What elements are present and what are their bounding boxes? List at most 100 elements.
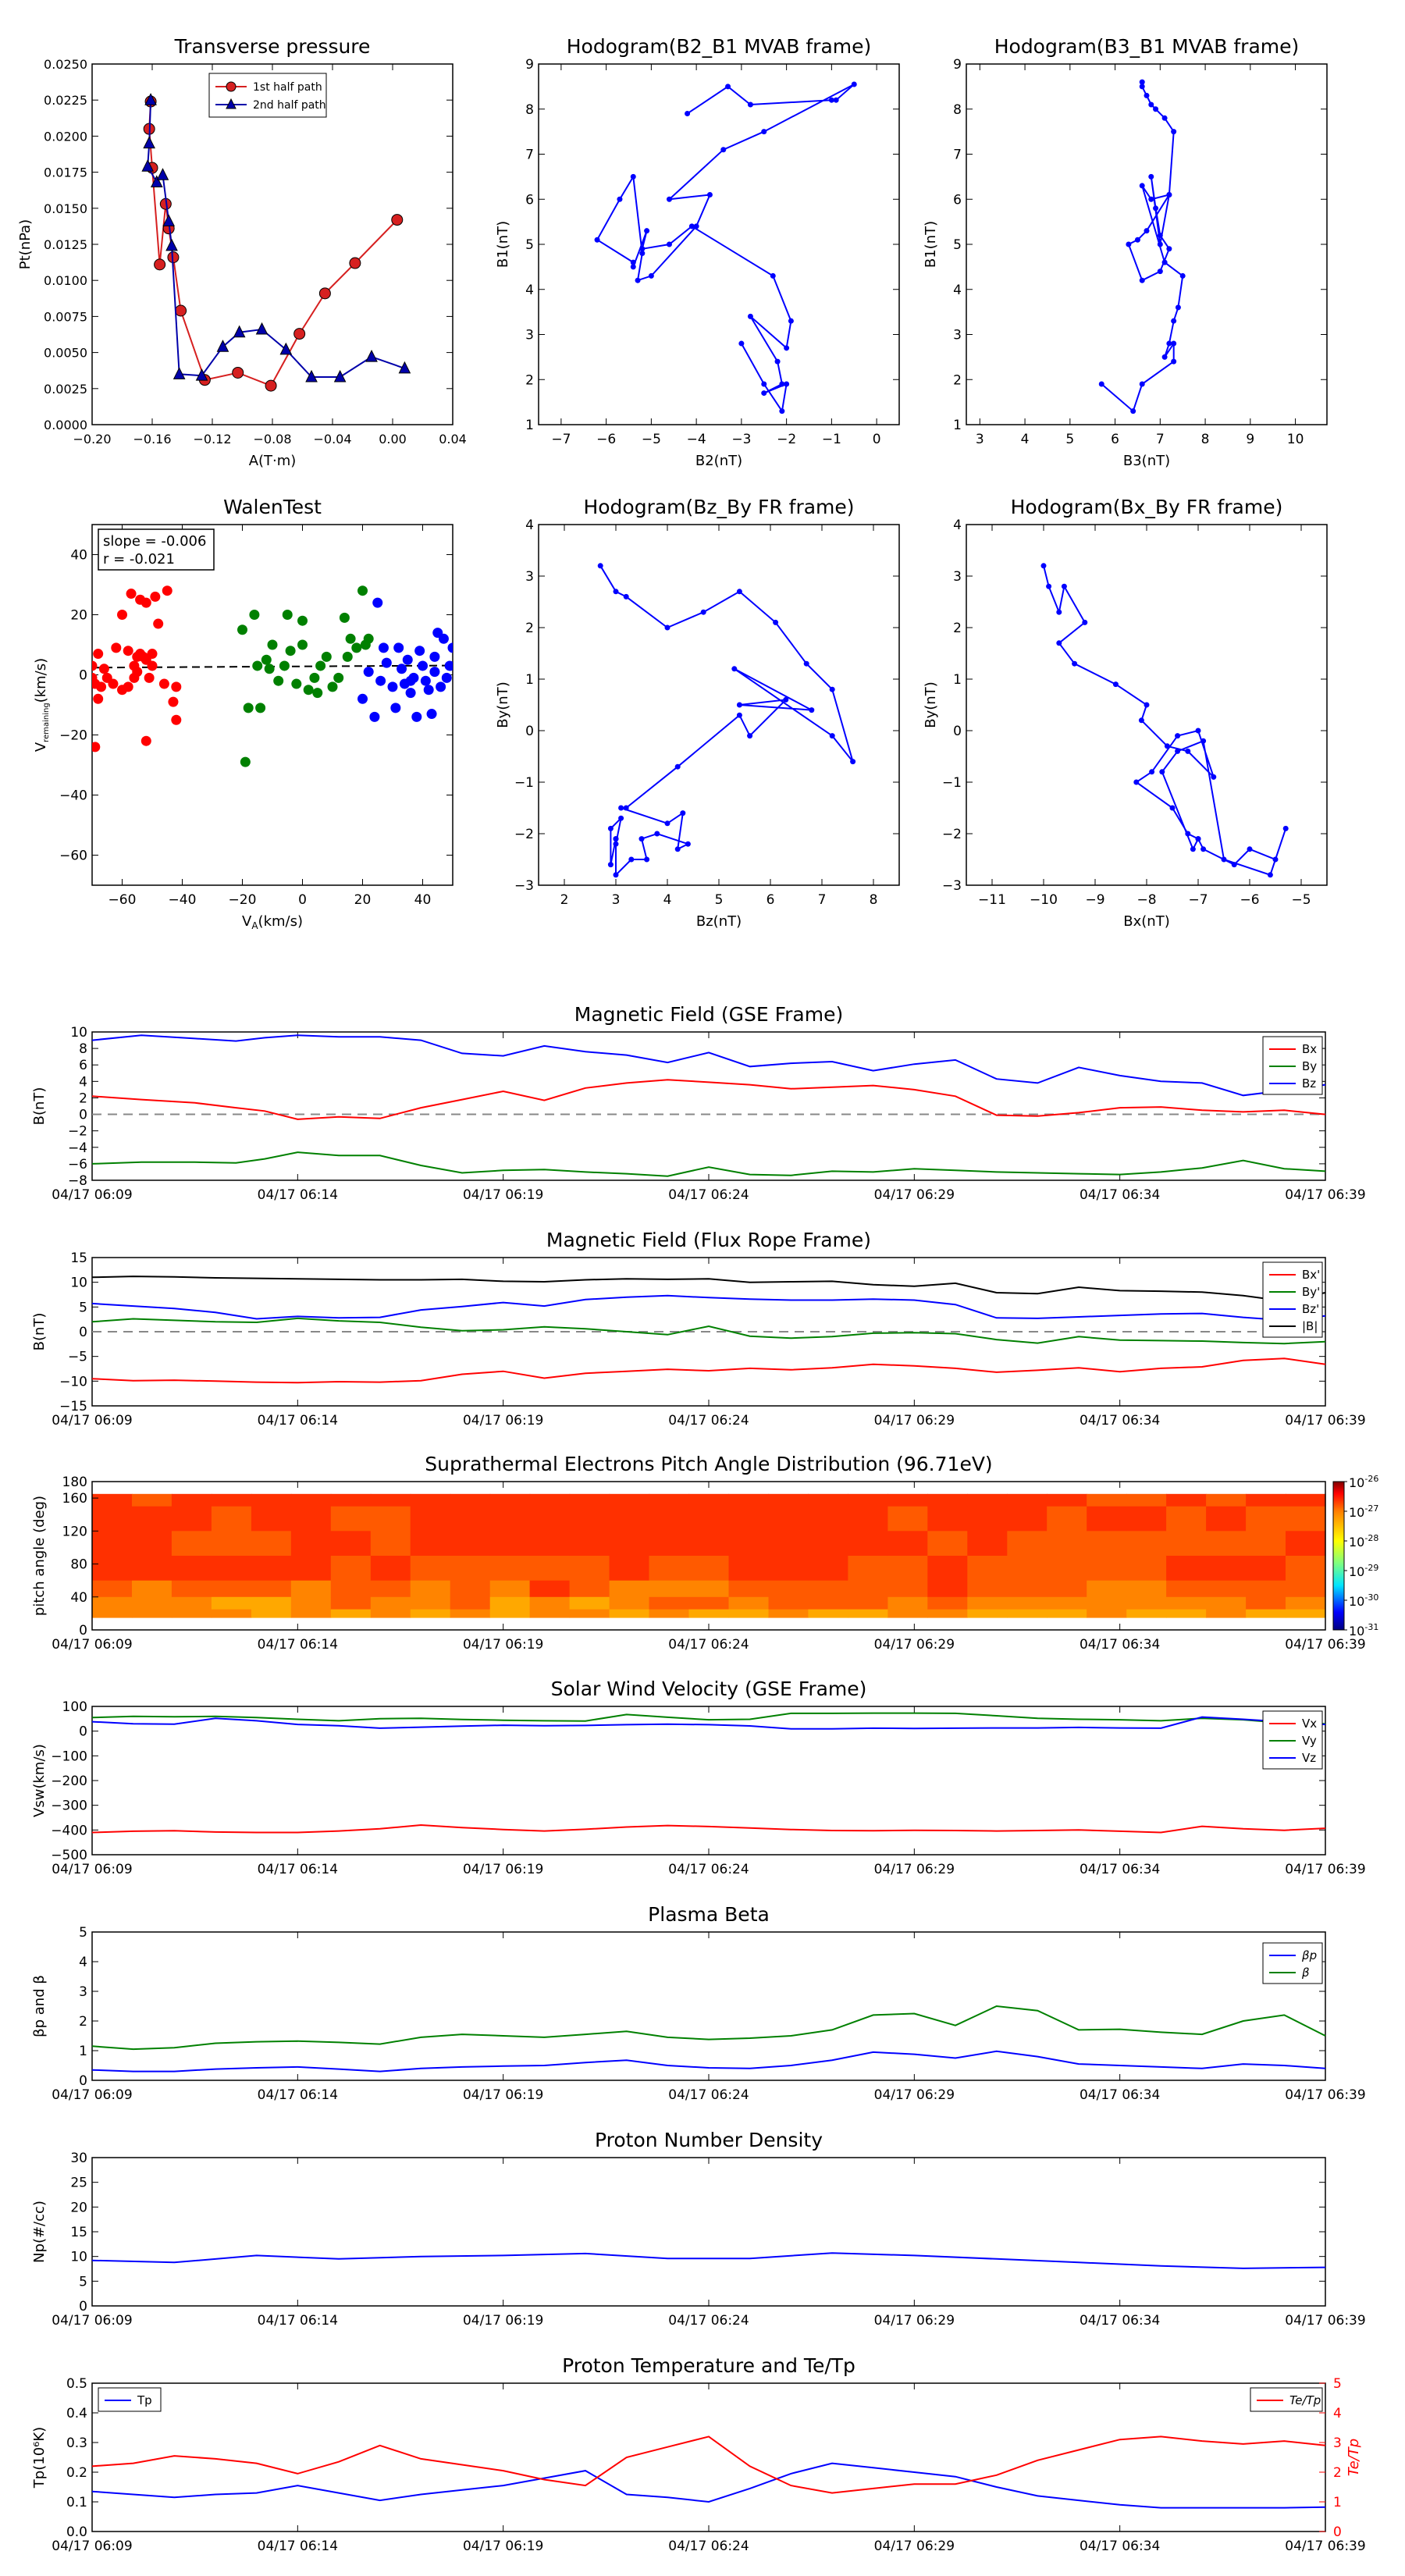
- data-point: [429, 651, 440, 662]
- time-tick-label: 04/17 06:39: [1285, 1187, 1365, 1203]
- heatmap-cell: [251, 1596, 292, 1610]
- data-point: [674, 846, 681, 852]
- data-point: [1139, 381, 1145, 387]
- heatmap-cell: [768, 1493, 809, 1507]
- data-point: [1179, 272, 1186, 279]
- data-point: [851, 81, 857, 87]
- time-tick-label: 04/17 06:09: [52, 1413, 132, 1429]
- y-tick-label: 100: [62, 1699, 87, 1715]
- data-point: [1272, 856, 1279, 863]
- heatmap-cell: [251, 1580, 292, 1598]
- y-tick-label: 2: [79, 1091, 87, 1106]
- heatmap-cell: [927, 1531, 968, 1557]
- time-tick-label: 04/17 06:39: [1285, 1413, 1365, 1429]
- data-point: [747, 733, 753, 739]
- y-tick-label: 1: [79, 2044, 87, 2059]
- y-tick-label: 180: [62, 1475, 87, 1490]
- heatmap-cell: [370, 1531, 411, 1557]
- heatmap-cell: [728, 1596, 770, 1610]
- data-point: [420, 675, 431, 686]
- heatmap-cell: [251, 1506, 292, 1532]
- time-tick-label: 04/17 06:24: [668, 1187, 749, 1203]
- y-tick-label: −40: [59, 788, 87, 804]
- time-tick-label: 04/17 06:14: [258, 1637, 338, 1653]
- y2-tick-label: 2: [1333, 2465, 1342, 2481]
- colorbar-label: 10-26: [1349, 1474, 1378, 1490]
- plot-frame: [91, 524, 454, 886]
- heatmap-cell: [1087, 1580, 1127, 1598]
- data-point: [357, 585, 368, 596]
- heatmap-cell: [330, 1580, 372, 1598]
- heatmap-cell: [450, 1596, 491, 1610]
- time-tick-label: 04/17 06:14: [258, 1862, 338, 1877]
- x-tick-label: −0.08: [253, 432, 291, 447]
- data-point: [111, 642, 122, 653]
- y-tick-label: 4: [79, 1955, 87, 1970]
- data-point: [171, 714, 182, 725]
- y-tick-label: 0: [79, 1108, 87, 1123]
- colorbar-exp: -31: [1364, 1622, 1378, 1632]
- heatmap-cell: [1286, 1556, 1326, 1582]
- y-axis-label-main: V: [33, 742, 49, 752]
- heatmap-cell: [728, 1493, 770, 1507]
- data-point: [438, 633, 449, 644]
- data-point: [321, 651, 332, 662]
- chart-title: Plasma Beta: [648, 1903, 770, 1926]
- plot-frame: [966, 63, 1328, 425]
- heatmap-cell: [1087, 1609, 1127, 1618]
- data-point: [390, 703, 401, 713]
- x-tick-label: −1: [822, 432, 841, 447]
- y-tick-label: 0.0: [66, 2524, 87, 2540]
- time-tick-label: 04/17 06:09: [52, 2087, 132, 2103]
- data-point: [342, 651, 353, 662]
- y-tick-label: 3: [953, 328, 962, 343]
- data-point: [1221, 856, 1227, 863]
- data-point: [357, 693, 368, 704]
- data-point: [318, 287, 331, 300]
- data-point: [153, 618, 164, 629]
- colorbar-exp: -30: [1364, 1592, 1378, 1603]
- plot-frame: [91, 63, 454, 425]
- y-tick-label: 15: [70, 1251, 87, 1266]
- chart-h3: Hodogram(Bz_By FR frame) 2 3 4 5 6 7 8 −3 −2 −1 0 1 2…: [495, 496, 900, 930]
- x-tick-label: 3: [612, 892, 621, 908]
- x-tick-label: 8: [870, 892, 878, 908]
- x-axis-label: B3(nT): [1123, 453, 1170, 469]
- data-point: [261, 654, 272, 665]
- data-point: [597, 563, 603, 569]
- y2-tick-label: 0: [1333, 2524, 1342, 2540]
- y-tick-label: 160: [62, 1491, 87, 1507]
- time-tick-label: 04/17 06:19: [463, 2539, 543, 2554]
- heatmap-cell: [450, 1609, 491, 1618]
- data-point: [1195, 836, 1201, 842]
- heatmap-cell: [330, 1506, 372, 1532]
- heatmap-cell: [489, 1609, 531, 1618]
- data-point: [375, 675, 386, 686]
- x-axis-label-sub: A: [251, 920, 258, 931]
- y-tick-label: 6: [79, 1058, 87, 1073]
- heatmap-cell: [1087, 1493, 1127, 1507]
- data-point: [351, 642, 362, 653]
- data-point: [674, 763, 681, 770]
- heatmap-cell: [1047, 1493, 1087, 1507]
- x-tick-label: −5: [1291, 892, 1311, 908]
- data-point: [381, 657, 392, 668]
- data-point: [129, 672, 140, 683]
- heatmap-cell: [1007, 1506, 1048, 1532]
- time-tick-label: 04/17 06:34: [1080, 1187, 1160, 1203]
- data-point: [1144, 702, 1150, 708]
- time-tick-label: 04/17 06:29: [874, 1637, 955, 1653]
- y-tick-label: 20: [70, 2200, 87, 2215]
- chart-title: WalenTest: [223, 496, 322, 518]
- y-tick-label: 0.0000: [44, 418, 87, 432]
- time-tick-label: 04/17 06:09: [52, 2313, 132, 2329]
- time-tick-label: 04/17 06:29: [874, 1413, 955, 1429]
- colorbar-exp: -27: [1364, 1503, 1378, 1514]
- heatmap-cell: [649, 1493, 690, 1507]
- data-point: [150, 175, 163, 188]
- heatmap-cell: [132, 1609, 173, 1618]
- plot-frame: [538, 524, 900, 886]
- data-point: [345, 633, 356, 644]
- heatmap-cell: [370, 1609, 411, 1618]
- chart-title: Hodogram(Bx_By FR frame): [1011, 496, 1283, 518]
